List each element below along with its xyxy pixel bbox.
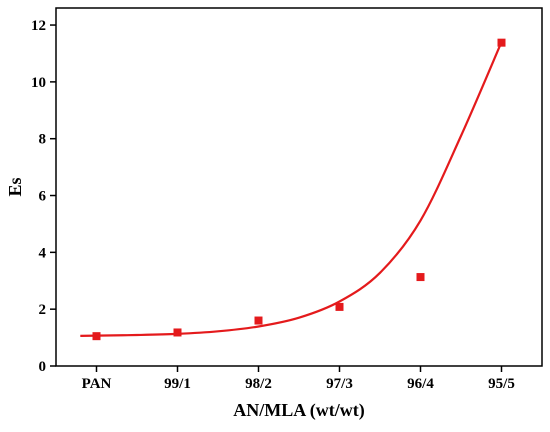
data-point xyxy=(416,273,425,282)
y-tick-label: 0 xyxy=(39,359,47,375)
y-tick-label: 6 xyxy=(39,189,47,205)
y-tick-label: 4 xyxy=(39,245,47,261)
plot-frame xyxy=(55,7,543,367)
x-tick-label: 98/2 xyxy=(245,376,272,392)
y-axis: 0 2 4 6 8 10 12 xyxy=(31,18,56,375)
x-tick-label: 95/5 xyxy=(488,376,515,392)
plot-area-border xyxy=(55,7,543,367)
data-points-layer xyxy=(92,38,506,341)
x-tick-label: 97/3 xyxy=(326,376,353,392)
y-axis-title: Es xyxy=(5,177,25,196)
x-tick-label: PAN xyxy=(82,376,112,392)
data-point xyxy=(173,328,182,337)
data-point xyxy=(92,332,101,341)
fit-curve xyxy=(80,41,503,337)
y-tick-label: 12 xyxy=(31,18,46,34)
data-point xyxy=(335,302,344,311)
x-axis: PAN 99/1 98/2 97/3 96/4 95/5 xyxy=(82,366,515,392)
x-tick-label: 99/1 xyxy=(164,376,191,392)
data-point xyxy=(497,38,506,47)
y-tick-label: 8 xyxy=(39,132,47,148)
data-point xyxy=(254,316,263,325)
x-axis-title: AN/MLA (wt/wt) xyxy=(233,400,364,421)
y-tick-label: 2 xyxy=(39,302,47,318)
y-tick-label: 10 xyxy=(31,75,46,91)
x-tick-label: 96/4 xyxy=(407,376,434,392)
fit-curve-layer xyxy=(80,41,503,337)
